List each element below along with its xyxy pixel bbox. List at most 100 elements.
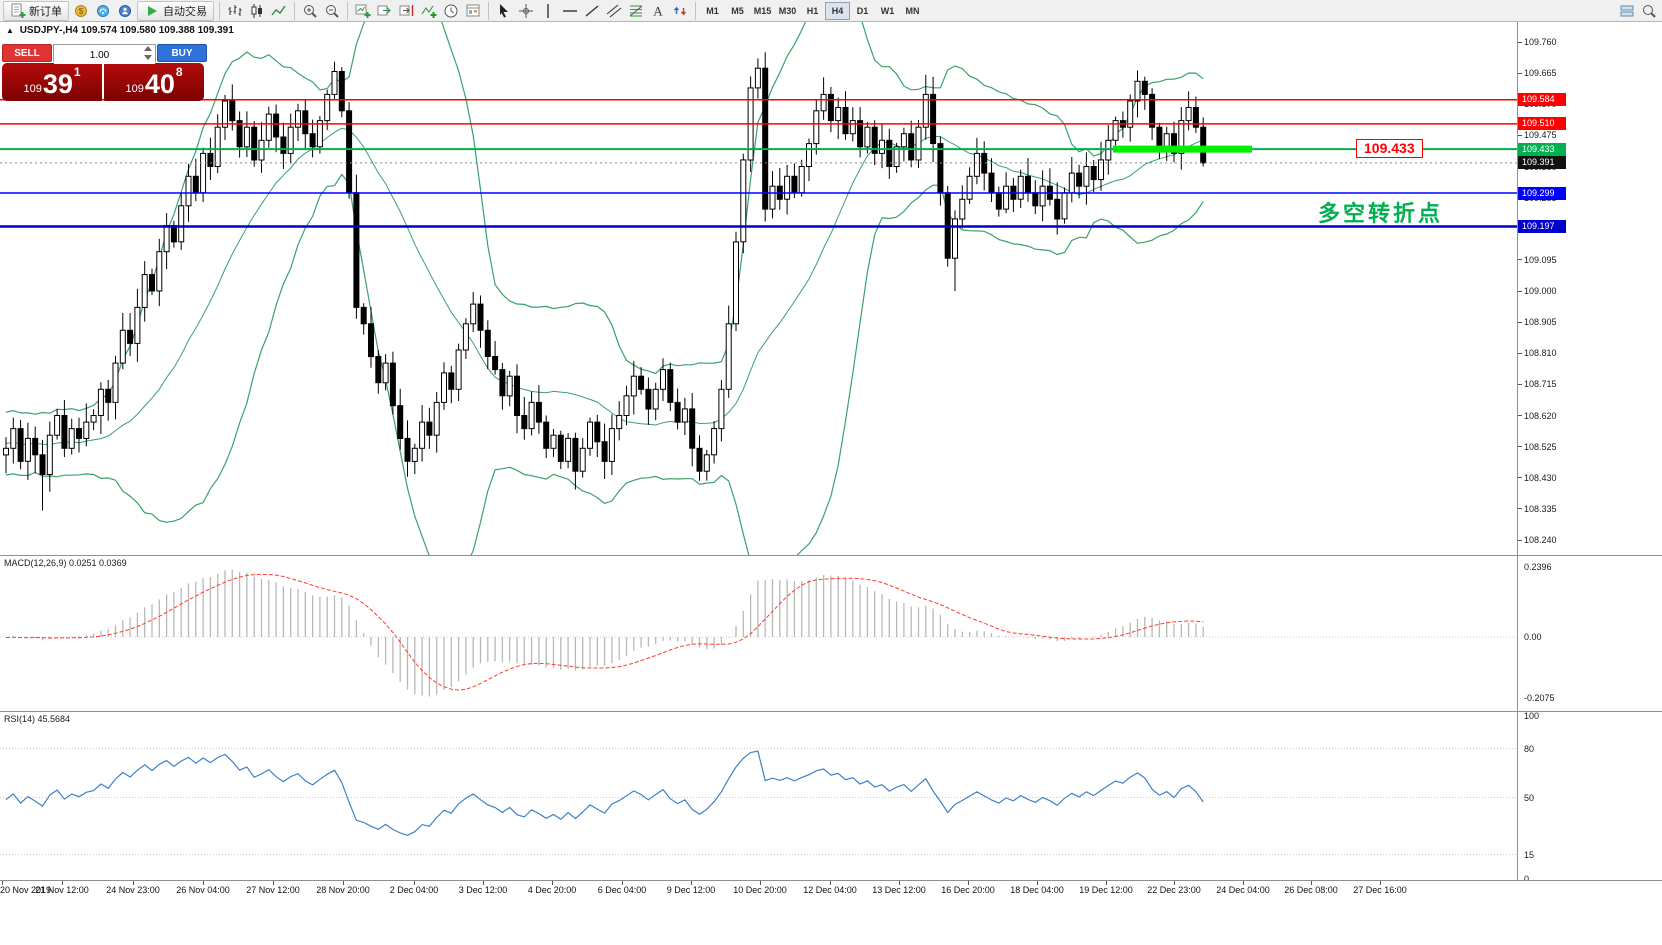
ohlc-values: 109.574 109.580 109.388 109.391 xyxy=(80,25,234,36)
timeframe-m15-button[interactable]: M15 xyxy=(750,2,775,20)
price-axis-label: 109.665 xyxy=(1524,68,1557,79)
autotrading-button[interactable]: 自动交易 xyxy=(137,0,214,21)
bars-chart-button[interactable] xyxy=(224,1,246,21)
time-axis-tick xyxy=(691,881,692,885)
time-axis-tick xyxy=(830,881,831,885)
window-list-button[interactable] xyxy=(1616,1,1638,21)
timeframe-m1-button[interactable]: M1 xyxy=(700,2,725,20)
time-axis-tick xyxy=(203,881,204,885)
macd-chart[interactable] xyxy=(0,556,1517,711)
templates-button[interactable] xyxy=(462,1,484,21)
time-axis-tick xyxy=(483,881,484,885)
auto-scroll-button[interactable] xyxy=(374,1,396,21)
zoom-out-button[interactable] xyxy=(321,1,343,21)
crosshair-icon xyxy=(519,3,533,18)
indicators-button[interactable] xyxy=(418,1,440,21)
rsi-axis-label: 0 xyxy=(1524,874,1530,884)
time-axis-label: 19 Dec 12:00 xyxy=(1079,885,1133,895)
one-click-collapse-icon[interactable]: ▲ xyxy=(6,26,14,35)
text-label-button[interactable]: A xyxy=(647,1,669,21)
time-axis-tick xyxy=(133,881,134,885)
periods-button[interactable] xyxy=(440,1,462,21)
timeframe-w1-button[interactable]: W1 xyxy=(875,2,900,20)
community-button[interactable] xyxy=(114,1,136,21)
volume-decrease-button[interactable] xyxy=(144,55,152,60)
time-axis-label: 12 Dec 04:00 xyxy=(803,885,857,895)
timeframe-m30-button[interactable]: M30 xyxy=(775,2,800,20)
price-badge: 109.391 xyxy=(1518,156,1566,170)
trendline-button[interactable] xyxy=(581,1,603,21)
price-axis-tick xyxy=(1518,259,1522,261)
new-order-button[interactable]: 新订单 xyxy=(3,0,69,21)
zoom-in-button[interactable] xyxy=(299,1,321,21)
time-axis-label: 20 Nov 2019 xyxy=(0,885,52,895)
time-axis[interactable]: 20 Nov 2019 21 Nov 12:00 24 Nov 23:00 26 No… xyxy=(0,880,1662,945)
rsi-header: RSI(14) 45.5684 xyxy=(4,714,71,724)
price-badge: 109.510 xyxy=(1518,117,1566,131)
symbol-period-label: USDJPY-,H4 xyxy=(19,25,79,36)
channel-button[interactable] xyxy=(603,1,625,21)
volume-increase-button[interactable] xyxy=(144,46,152,51)
chart-title: ▲ USDJPY-,H4 109.574 109.580 109.388 109… xyxy=(6,25,234,36)
price-axis[interactable]: 109.760109.665109.570109.475109.380109.2… xyxy=(1517,22,1662,555)
price-badge: 109.433 xyxy=(1518,142,1566,156)
vertical-line-icon xyxy=(547,3,549,18)
line-chart-icon xyxy=(271,5,286,15)
signals-button[interactable] xyxy=(92,1,114,21)
price-axis-label: 108.810 xyxy=(1524,348,1557,359)
price-axis-label: 109.095 xyxy=(1524,254,1557,265)
buy-price-panel[interactable]: 109 40 8 xyxy=(104,63,204,101)
new-chart-button[interactable] xyxy=(352,1,374,21)
price-axis-tick xyxy=(1518,383,1522,385)
crosshair-button[interactable] xyxy=(515,1,537,21)
ask-point: 8 xyxy=(175,65,183,79)
time-axis-label: 6 Dec 04:00 xyxy=(597,885,647,895)
price-axis-label: 108.240 xyxy=(1524,535,1557,545)
auto-scroll-icon xyxy=(377,5,391,15)
buy-button[interactable]: BUY xyxy=(157,44,207,62)
rsi-chart[interactable] xyxy=(0,712,1517,880)
market-button[interactable]: $ xyxy=(70,1,92,21)
bid-integer: 109 xyxy=(23,83,42,95)
candlestick-chart-button[interactable] xyxy=(246,1,268,21)
price-axis-label: 109.475 xyxy=(1524,130,1557,141)
price-axis-label: 108.905 xyxy=(1524,317,1557,328)
price-axis-tick xyxy=(1518,352,1522,354)
line-chart-button[interactable] xyxy=(268,1,290,21)
autotrading-icon xyxy=(148,5,157,16)
horizontal-line-icon xyxy=(563,9,577,12)
sell-price-panel[interactable]: 109 39 1 xyxy=(2,63,102,101)
rsi-axis-label: 50 xyxy=(1524,792,1535,803)
timeframe-h1-button[interactable]: H1 xyxy=(800,2,825,20)
horizontal-line-button[interactable] xyxy=(559,1,581,21)
signals-icon xyxy=(97,4,109,17)
chart-shift-button[interactable] xyxy=(396,1,418,21)
timeframe-m5-button[interactable]: M5 xyxy=(725,2,750,20)
candlestick-chart-icon xyxy=(251,3,262,18)
rsi-axis-label: 15 xyxy=(1524,849,1535,860)
sell-button[interactable]: SELL xyxy=(2,44,52,62)
arrows-button[interactable] xyxy=(669,1,691,21)
vertical-line-button[interactable] xyxy=(537,1,559,21)
arrows-icon xyxy=(674,5,686,16)
chart-region: ▲ USDJPY-,H4 109.574 109.580 109.388 109… xyxy=(0,22,1662,555)
main-chart[interactable] xyxy=(0,22,1517,555)
price-axis-tick xyxy=(1518,134,1522,136)
volume-input[interactable] xyxy=(54,47,155,64)
price-axis-tick xyxy=(1518,72,1522,74)
chart-shift-icon xyxy=(399,4,414,16)
rsi-line xyxy=(5,750,1204,836)
price-axis-tick xyxy=(1518,539,1522,541)
timeframe-h4-button[interactable]: H4 xyxy=(825,1,850,20)
new-order-icon xyxy=(11,3,26,18)
price-axis-tick xyxy=(1518,508,1522,510)
search-button[interactable] xyxy=(1638,1,1660,21)
time-axis-tick xyxy=(273,881,274,885)
timeframe-mn-button[interactable]: MN xyxy=(900,2,925,20)
timeframe-d1-button[interactable]: D1 xyxy=(850,2,875,20)
cursor-button[interactable] xyxy=(493,1,515,21)
macd-signal-line xyxy=(5,573,1204,691)
toolbar-separator xyxy=(347,1,348,20)
fibonacci-button[interactable] xyxy=(625,1,647,21)
